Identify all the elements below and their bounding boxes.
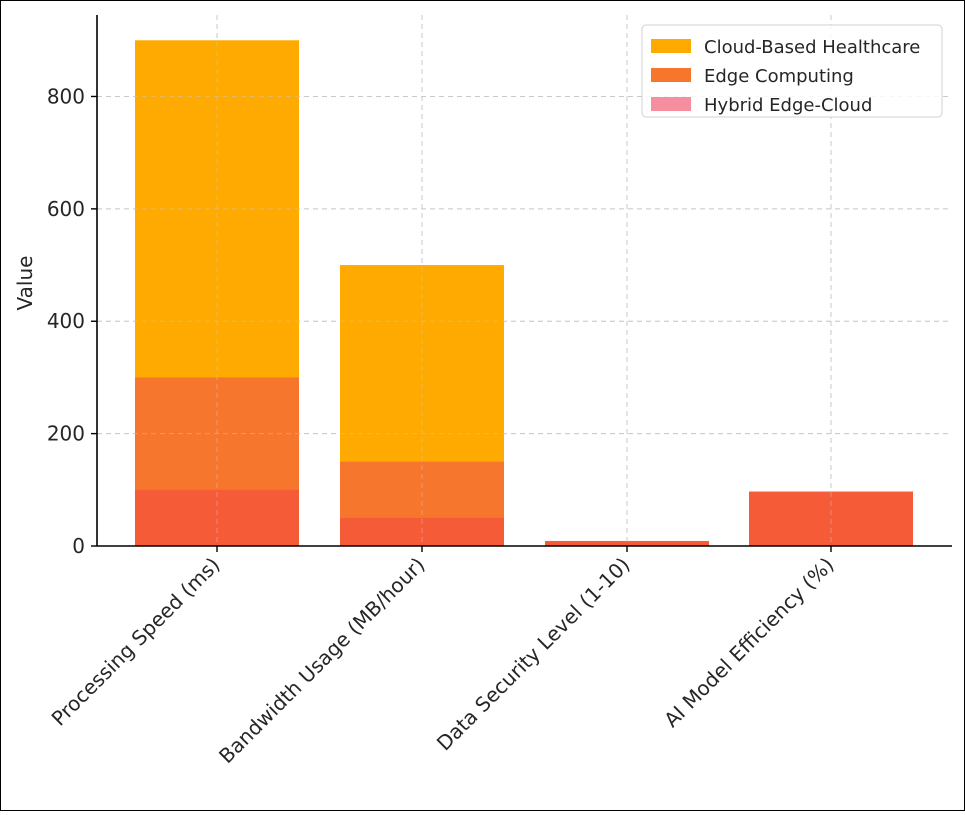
bar-hybrid-edge-cloud-1 <box>340 517 504 546</box>
x-tick-label: Processing Speed (ms) <box>47 553 225 731</box>
bar-hybrid-edge-cloud-3 <box>749 491 913 546</box>
bar-hybrid-edge-cloud-2 <box>545 540 709 546</box>
y-tick-label: 200 <box>47 422 85 446</box>
y-tick-label: 800 <box>47 84 85 108</box>
y-tick-label: 400 <box>47 309 85 333</box>
bar-layer <box>97 15 952 547</box>
bar-hybrid-edge-cloud-0 <box>135 489 299 546</box>
x-tick-label: Data Security Level (1-10) <box>432 553 635 756</box>
legend: Cloud-Based Healthcare Edge Computing Hybr… <box>641 24 943 118</box>
legend-swatch <box>651 39 691 53</box>
x-tick-layer: Processing Speed (ms)Bandwidth Usage (MB… <box>47 546 839 768</box>
legend-label: Cloud-Based Healthcare <box>704 37 920 58</box>
legend-label: Edge Computing <box>704 66 854 87</box>
y-tick-label: 0 <box>72 534 85 558</box>
y-tick-layer: 0 200 400 600 800 <box>47 84 97 558</box>
legend-box <box>641 24 943 118</box>
y-tick-label: 600 <box>47 197 85 221</box>
legend-swatch <box>651 97 691 111</box>
legend-label: Hybrid Edge-Cloud <box>704 95 872 116</box>
legend-swatch <box>651 68 691 82</box>
x-tick-label: Bandwidth Usage (MB/hour) <box>214 553 429 768</box>
x-tick-label: AI Model Efficiency (%) <box>659 553 838 732</box>
axis-layer <box>96 15 952 547</box>
y-axis-title: Value <box>13 256 37 311</box>
